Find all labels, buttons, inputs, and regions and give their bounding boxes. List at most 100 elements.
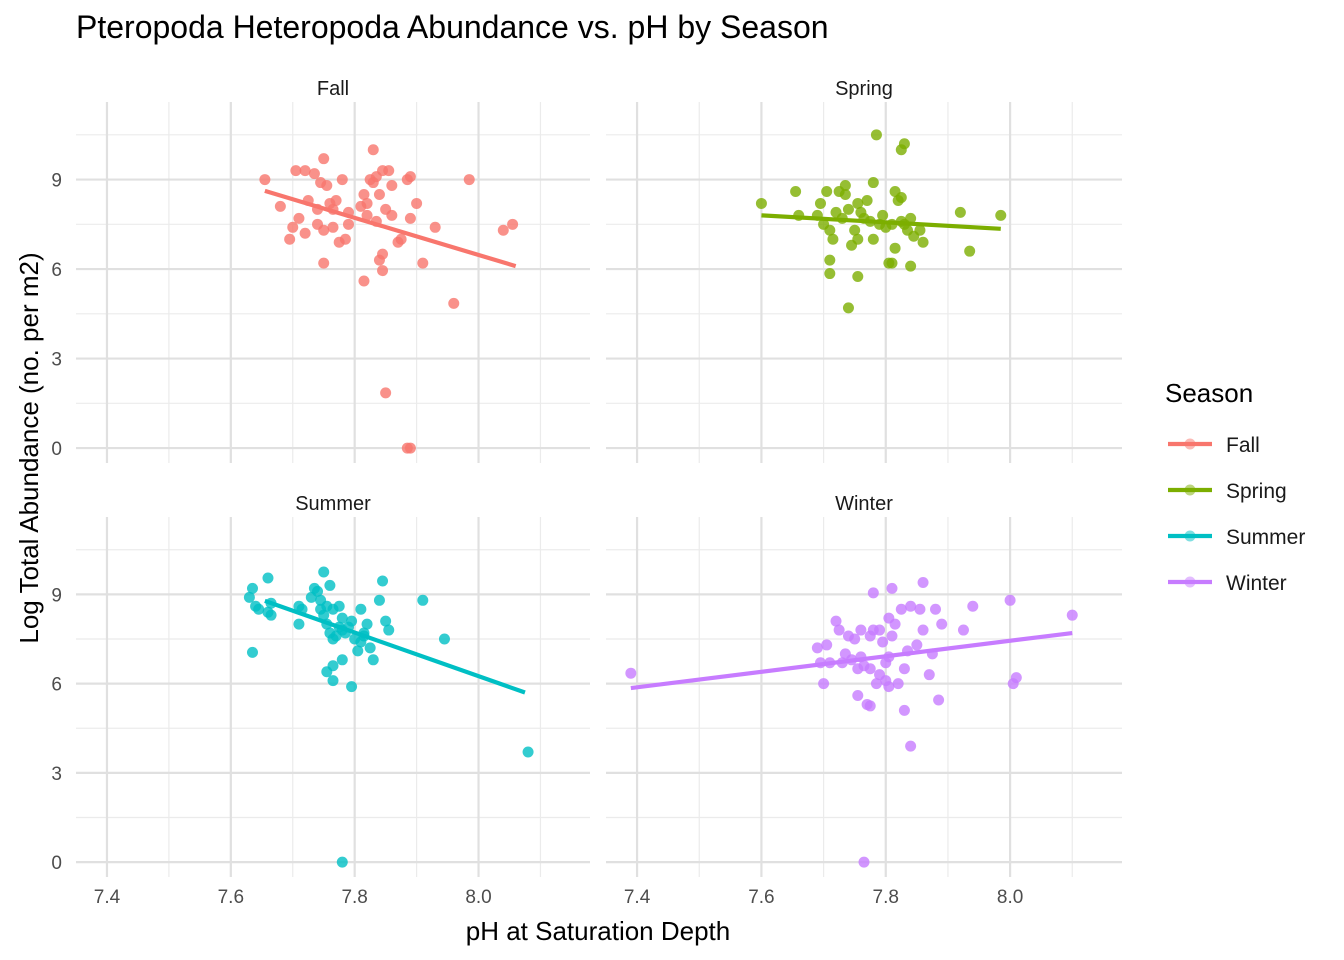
data-point-spring — [995, 209, 1007, 221]
data-point-fall — [395, 233, 407, 245]
y-tick-label: 9 — [51, 171, 62, 192]
data-point-summer — [293, 618, 305, 630]
data-point-fall — [299, 227, 311, 239]
data-point-summer — [522, 746, 534, 758]
data-point-summer — [336, 612, 348, 624]
data-point-winter — [864, 630, 876, 642]
legend-key-point — [1184, 576, 1196, 588]
x-tick-label: 7.8 — [873, 887, 899, 908]
data-point-summer — [438, 633, 450, 645]
data-point-winter — [895, 603, 907, 615]
data-point-winter — [877, 636, 889, 648]
data-point-summer — [355, 603, 367, 615]
data-point-winter — [905, 740, 917, 752]
data-point-fall — [380, 387, 392, 399]
y-axis-title: Log Total Abundance (no. per m2) — [14, 252, 44, 643]
panel-fall: Fall 0 3 6 9 — [51, 78, 590, 463]
data-point-summer — [373, 594, 385, 606]
data-point-winter — [625, 667, 637, 679]
data-point-summer — [246, 582, 258, 594]
data-point-fall — [386, 180, 398, 192]
legend-key-point — [1184, 530, 1196, 542]
data-point-spring — [877, 209, 889, 221]
data-point-winter — [936, 618, 948, 630]
legend-label: Summer — [1226, 526, 1305, 549]
data-point-fall — [330, 194, 342, 206]
panel-summer: Summer 0 3 6 9 7.4 7.6 7.8 8.0 — [51, 493, 590, 908]
data-point-summer — [246, 646, 258, 658]
panel-winter: Winter 7.4 7.6 7.8 8.0 — [606, 493, 1122, 908]
legend-entry-fall: Fall — [1168, 434, 1260, 457]
legend-entry-winter: Winter — [1168, 572, 1287, 595]
data-point-spring — [824, 224, 836, 236]
data-point-winter — [886, 582, 898, 594]
data-point-summer — [336, 654, 348, 666]
trend-line-summer — [264, 598, 526, 695]
data-point-fall — [327, 221, 339, 233]
data-point-fall — [429, 221, 441, 233]
data-point-spring — [852, 271, 864, 283]
x-tick-label: 7.4 — [624, 887, 651, 908]
data-point-fall — [318, 153, 330, 165]
data-point-winter — [911, 639, 923, 651]
data-point-fall — [417, 257, 429, 269]
data-point-fall — [358, 188, 370, 200]
trend-line-winter — [630, 630, 1073, 691]
y-tick-label: 0 — [51, 439, 62, 460]
data-point-winter — [811, 642, 823, 654]
data-point-winter — [923, 669, 935, 681]
data-point-summer — [324, 579, 336, 591]
x-tick-label: 8.0 — [465, 887, 491, 908]
data-point-winter — [957, 624, 969, 636]
legend-title: Season — [1165, 378, 1253, 408]
data-point-summer — [318, 609, 330, 621]
data-point-spring — [917, 236, 929, 248]
data-point-summer — [346, 615, 358, 627]
data-point-fall — [290, 165, 302, 177]
data-point-fall — [299, 165, 311, 177]
data-point-summer — [352, 645, 364, 657]
data-point-winter — [933, 694, 945, 706]
data-point-summer — [383, 624, 395, 636]
data-point-spring — [814, 197, 826, 209]
data-point-winter — [1066, 609, 1078, 621]
data-point-winter — [821, 639, 833, 651]
data-point-summer — [333, 600, 345, 612]
data-point-spring — [886, 257, 898, 269]
legend-key-point — [1184, 438, 1196, 450]
data-point-winter — [1004, 594, 1016, 606]
panel-spring: Spring — [606, 78, 1122, 463]
data-point-winter — [855, 624, 867, 636]
data-point-spring — [954, 206, 966, 218]
data-point-fall — [342, 218, 354, 230]
data-point-summer — [367, 654, 379, 666]
data-point-fall — [367, 144, 379, 156]
strip-label-winter: Winter — [835, 493, 893, 515]
data-point-winter — [1010, 672, 1022, 684]
data-point-summer — [361, 618, 373, 630]
data-point-spring — [898, 138, 910, 150]
data-point-spring — [914, 224, 926, 236]
data-point-summer — [364, 642, 376, 654]
data-point-fall — [463, 174, 475, 186]
data-point-spring — [852, 233, 864, 245]
data-point-summer — [243, 591, 255, 603]
data-point-fall — [404, 442, 416, 454]
data-point-fall — [497, 224, 509, 236]
data-point-fall — [404, 212, 416, 224]
trend-line-spring — [761, 213, 1001, 231]
data-point-winter — [898, 704, 910, 716]
data-point-fall — [358, 275, 370, 287]
data-point-summer — [327, 660, 339, 672]
data-point-summer — [318, 566, 330, 578]
legend-entry-summer: Summer — [1168, 526, 1305, 549]
data-point-spring — [861, 194, 873, 206]
data-point-summer — [265, 609, 277, 621]
data-point-winter — [883, 681, 895, 693]
data-point-fall — [284, 233, 296, 245]
legend-entry-spring: Spring — [1168, 480, 1287, 503]
data-point-fall — [386, 209, 398, 221]
data-point-spring — [905, 260, 917, 272]
data-point-spring — [905, 212, 917, 224]
data-point-spring — [867, 177, 879, 189]
